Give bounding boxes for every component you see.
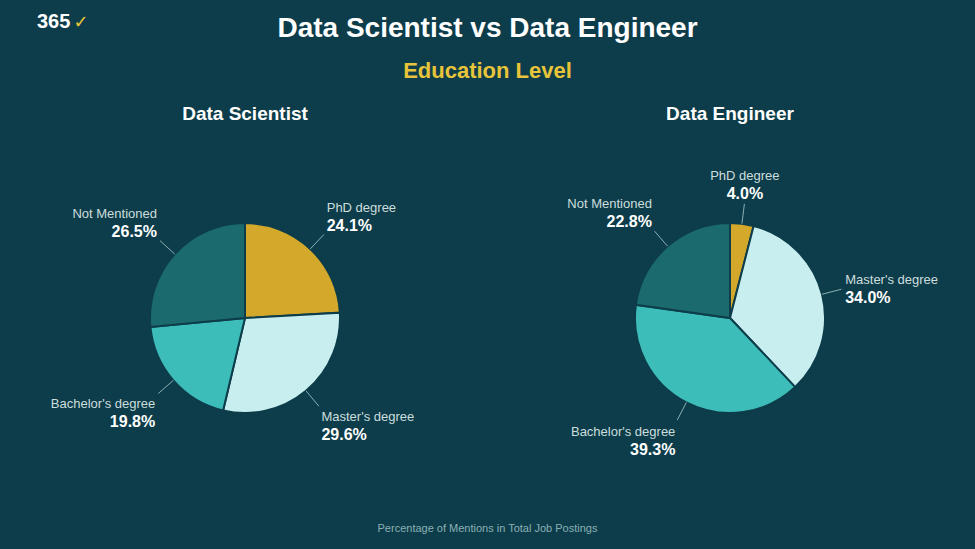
svg-text:PhD degree: PhD degree	[710, 168, 779, 183]
svg-text:29.6%: 29.6%	[321, 426, 366, 443]
html-text:365 ✓: 365 ✓	[37, 10, 89, 32]
svg-text:22.8%: 22.8%	[607, 213, 652, 230]
html-text:Percentage of Mentions in Tota: Percentage of Mentions in Total Job Post…	[377, 522, 598, 534]
svg-text:Master's degree: Master's degree	[845, 272, 938, 287]
svg-text:Bachelor's degree: Bachelor's degree	[51, 396, 155, 411]
svg-text:24.1%: 24.1%	[327, 217, 372, 234]
html-text:Data Scientist vs Data Enginee: Data Scientist vs Data Engineer	[277, 12, 698, 43]
svg-text:Master's degree: Master's degree	[321, 409, 414, 424]
html-text:Education Level: Education Level	[403, 58, 572, 83]
html-text:Data Engineer: Data Engineer	[666, 103, 794, 124]
svg-text:4.0%: 4.0%	[727, 185, 763, 202]
svg-text:Not Mentioned: Not Mentioned	[567, 196, 652, 211]
svg-text:Bachelor's degree: Bachelor's degree	[571, 424, 675, 439]
svg-text:PhD degree: PhD degree	[327, 200, 396, 215]
html-text:Data Scientist: Data Scientist	[182, 103, 308, 124]
svg-text:26.5%: 26.5%	[112, 223, 157, 240]
svg-text:Not Mentioned: Not Mentioned	[72, 206, 157, 221]
svg-text:39.3%: 39.3%	[630, 441, 675, 458]
svg-text:19.8%: 19.8%	[110, 413, 155, 430]
svg-text:34.0%: 34.0%	[845, 289, 890, 306]
